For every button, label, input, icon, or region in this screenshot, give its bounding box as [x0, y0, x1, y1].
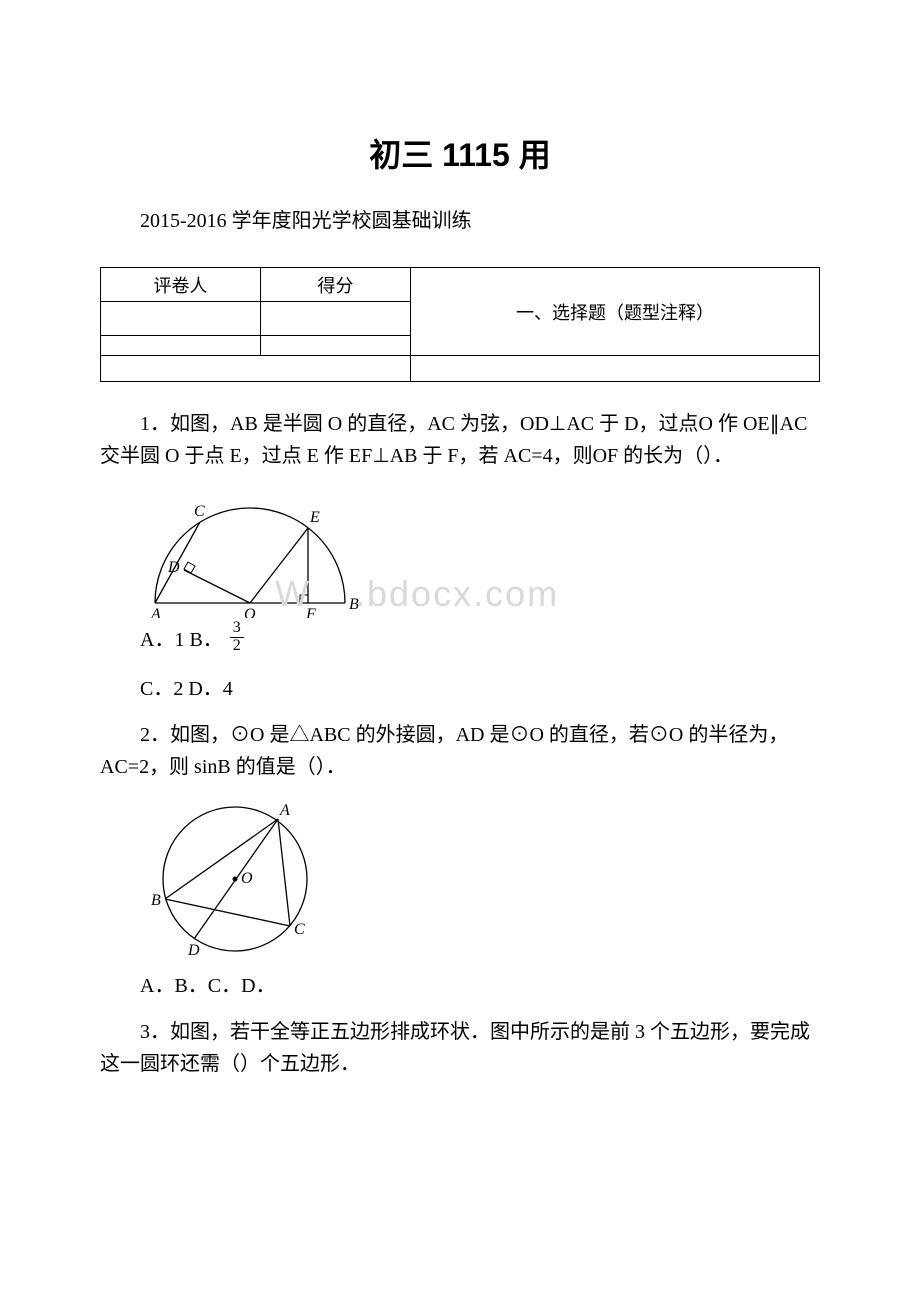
q2-figure-row: A B C D O: [140, 789, 820, 964]
q1-frac-den: 2: [230, 638, 244, 655]
cell-grader-blank: [101, 336, 261, 356]
cell-bottom-right: [411, 356, 820, 382]
q1-fraction: 32: [230, 620, 244, 655]
svg-text:A: A: [150, 606, 161, 618]
svg-text:D: D: [187, 942, 200, 959]
q2-opts: A．B．C．D．: [140, 970, 820, 1002]
cell-score-label: 得分: [261, 268, 411, 302]
header-table-wrap: 评卷人 得分 一、选择题（题型注释）: [100, 267, 820, 382]
svg-text:D: D: [167, 559, 180, 576]
q1-frac-num: 3: [230, 620, 244, 638]
page-title: 初三 1115 用: [100, 130, 820, 176]
cell-score-blank: [261, 336, 411, 356]
svg-text:C: C: [194, 503, 205, 520]
q3-text: 3．如图，若干全等正五边形排成环状．图中所示的是前 3 个五边形，要完成这一圆环…: [100, 1016, 820, 1080]
svg-text:B: B: [151, 892, 161, 909]
q1-figure: A B C D E F O: [140, 478, 370, 618]
cell-bottom-left: [101, 356, 411, 382]
subtitle: 2015-2016 学年度阳光学校圆基础训练: [140, 204, 820, 233]
svg-text:E: E: [309, 509, 320, 526]
q2-figure: A B C D O: [140, 789, 320, 964]
cell-grader-label: 评卷人: [101, 268, 261, 302]
svg-text:B: B: [349, 596, 359, 613]
svg-text:O: O: [244, 606, 256, 618]
q1-figure-row: ABCDEFO W .bdocx.com: [140, 478, 820, 618]
q2-text: 2．如图，⊙O 是△ABC 的外接圆，AD 是⊙O 的直径，若⊙O 的半径为，A…: [100, 719, 820, 783]
q1-text: 1．如图，AB 是半圆 O 的直径，AC 为弦，OD⊥AC 于 D，过点O 作 …: [100, 408, 820, 472]
cell-score-value: [261, 302, 411, 336]
svg-text:O: O: [241, 870, 253, 887]
q1-opts-cd: C．2 D．4: [140, 673, 820, 705]
header-table: 评卷人 得分 一、选择题（题型注释）: [100, 267, 820, 382]
svg-text:C: C: [294, 921, 305, 938]
cell-grader-value: [101, 302, 261, 336]
q1-opt-a: A．1 B．: [140, 629, 223, 651]
svg-text:F: F: [305, 606, 316, 618]
cell-section-label: 一、选择题（题型注释）: [411, 268, 820, 356]
q1-opts-ab: A．1 B． 32: [140, 624, 820, 659]
svg-text:A: A: [279, 802, 290, 819]
watermark-right: .bdocx.com: [355, 573, 559, 615]
